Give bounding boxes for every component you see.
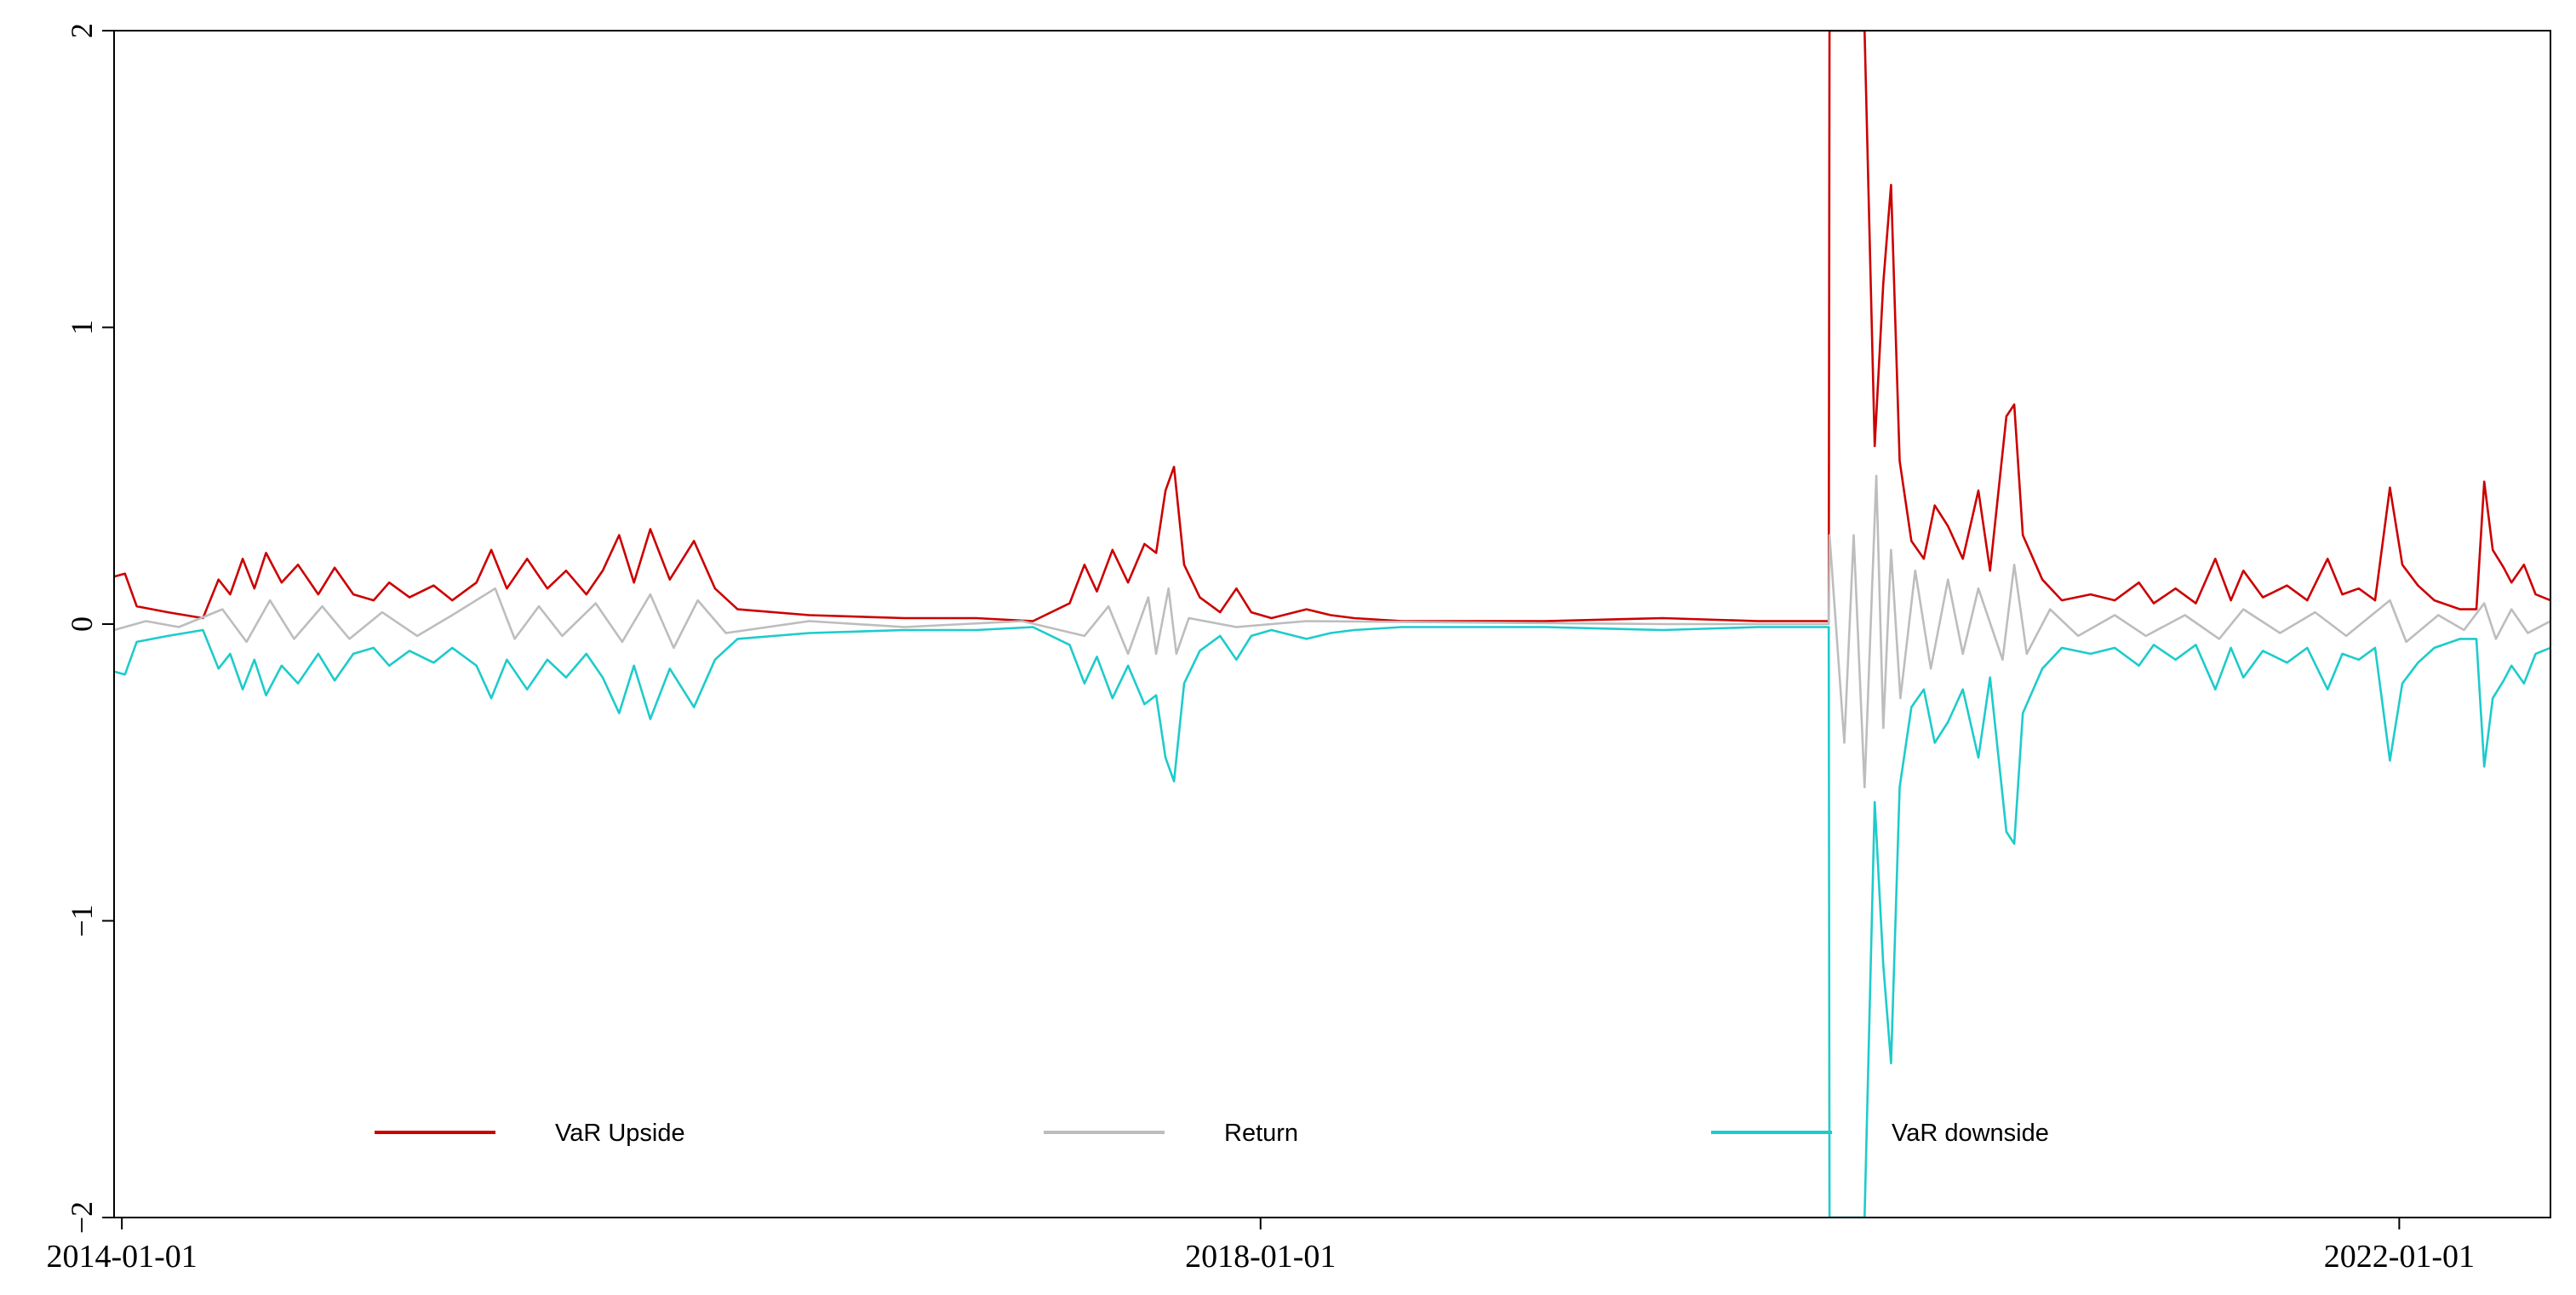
y-tick-label: 0 [65,616,99,632]
legend-label-var-upside: VaR Upside [555,1120,685,1147]
x-tick-label: 2014-01-01 [46,1239,197,1275]
legend-label-return: Return [1224,1120,1298,1147]
series-line-var-downside [114,626,2550,1218]
series-layer [114,31,2550,1218]
y-tick-label: 2 [65,23,99,38]
y-tick-label: −1 [65,904,99,937]
x-tick-label: 2022-01-01 [2324,1239,2475,1275]
series-line-var-upside [114,31,2550,622]
y-axis: −2 −1 0 1 2 [65,23,114,1234]
y-tick-label: −2 [65,1201,99,1234]
legend-label-var-downside: VaR downside [1892,1120,2049,1147]
x-axis: 2014-01-01 2018-01-01 2022-01-01 [46,1218,2475,1275]
legend: VaR Upside Return VaR downside [375,1120,2049,1147]
x-tick-label: 2018-01-01 [1185,1239,1336,1275]
y-tick-label: 1 [65,320,99,335]
plot-frame [113,30,2551,1218]
series-line-return [114,474,2550,788]
